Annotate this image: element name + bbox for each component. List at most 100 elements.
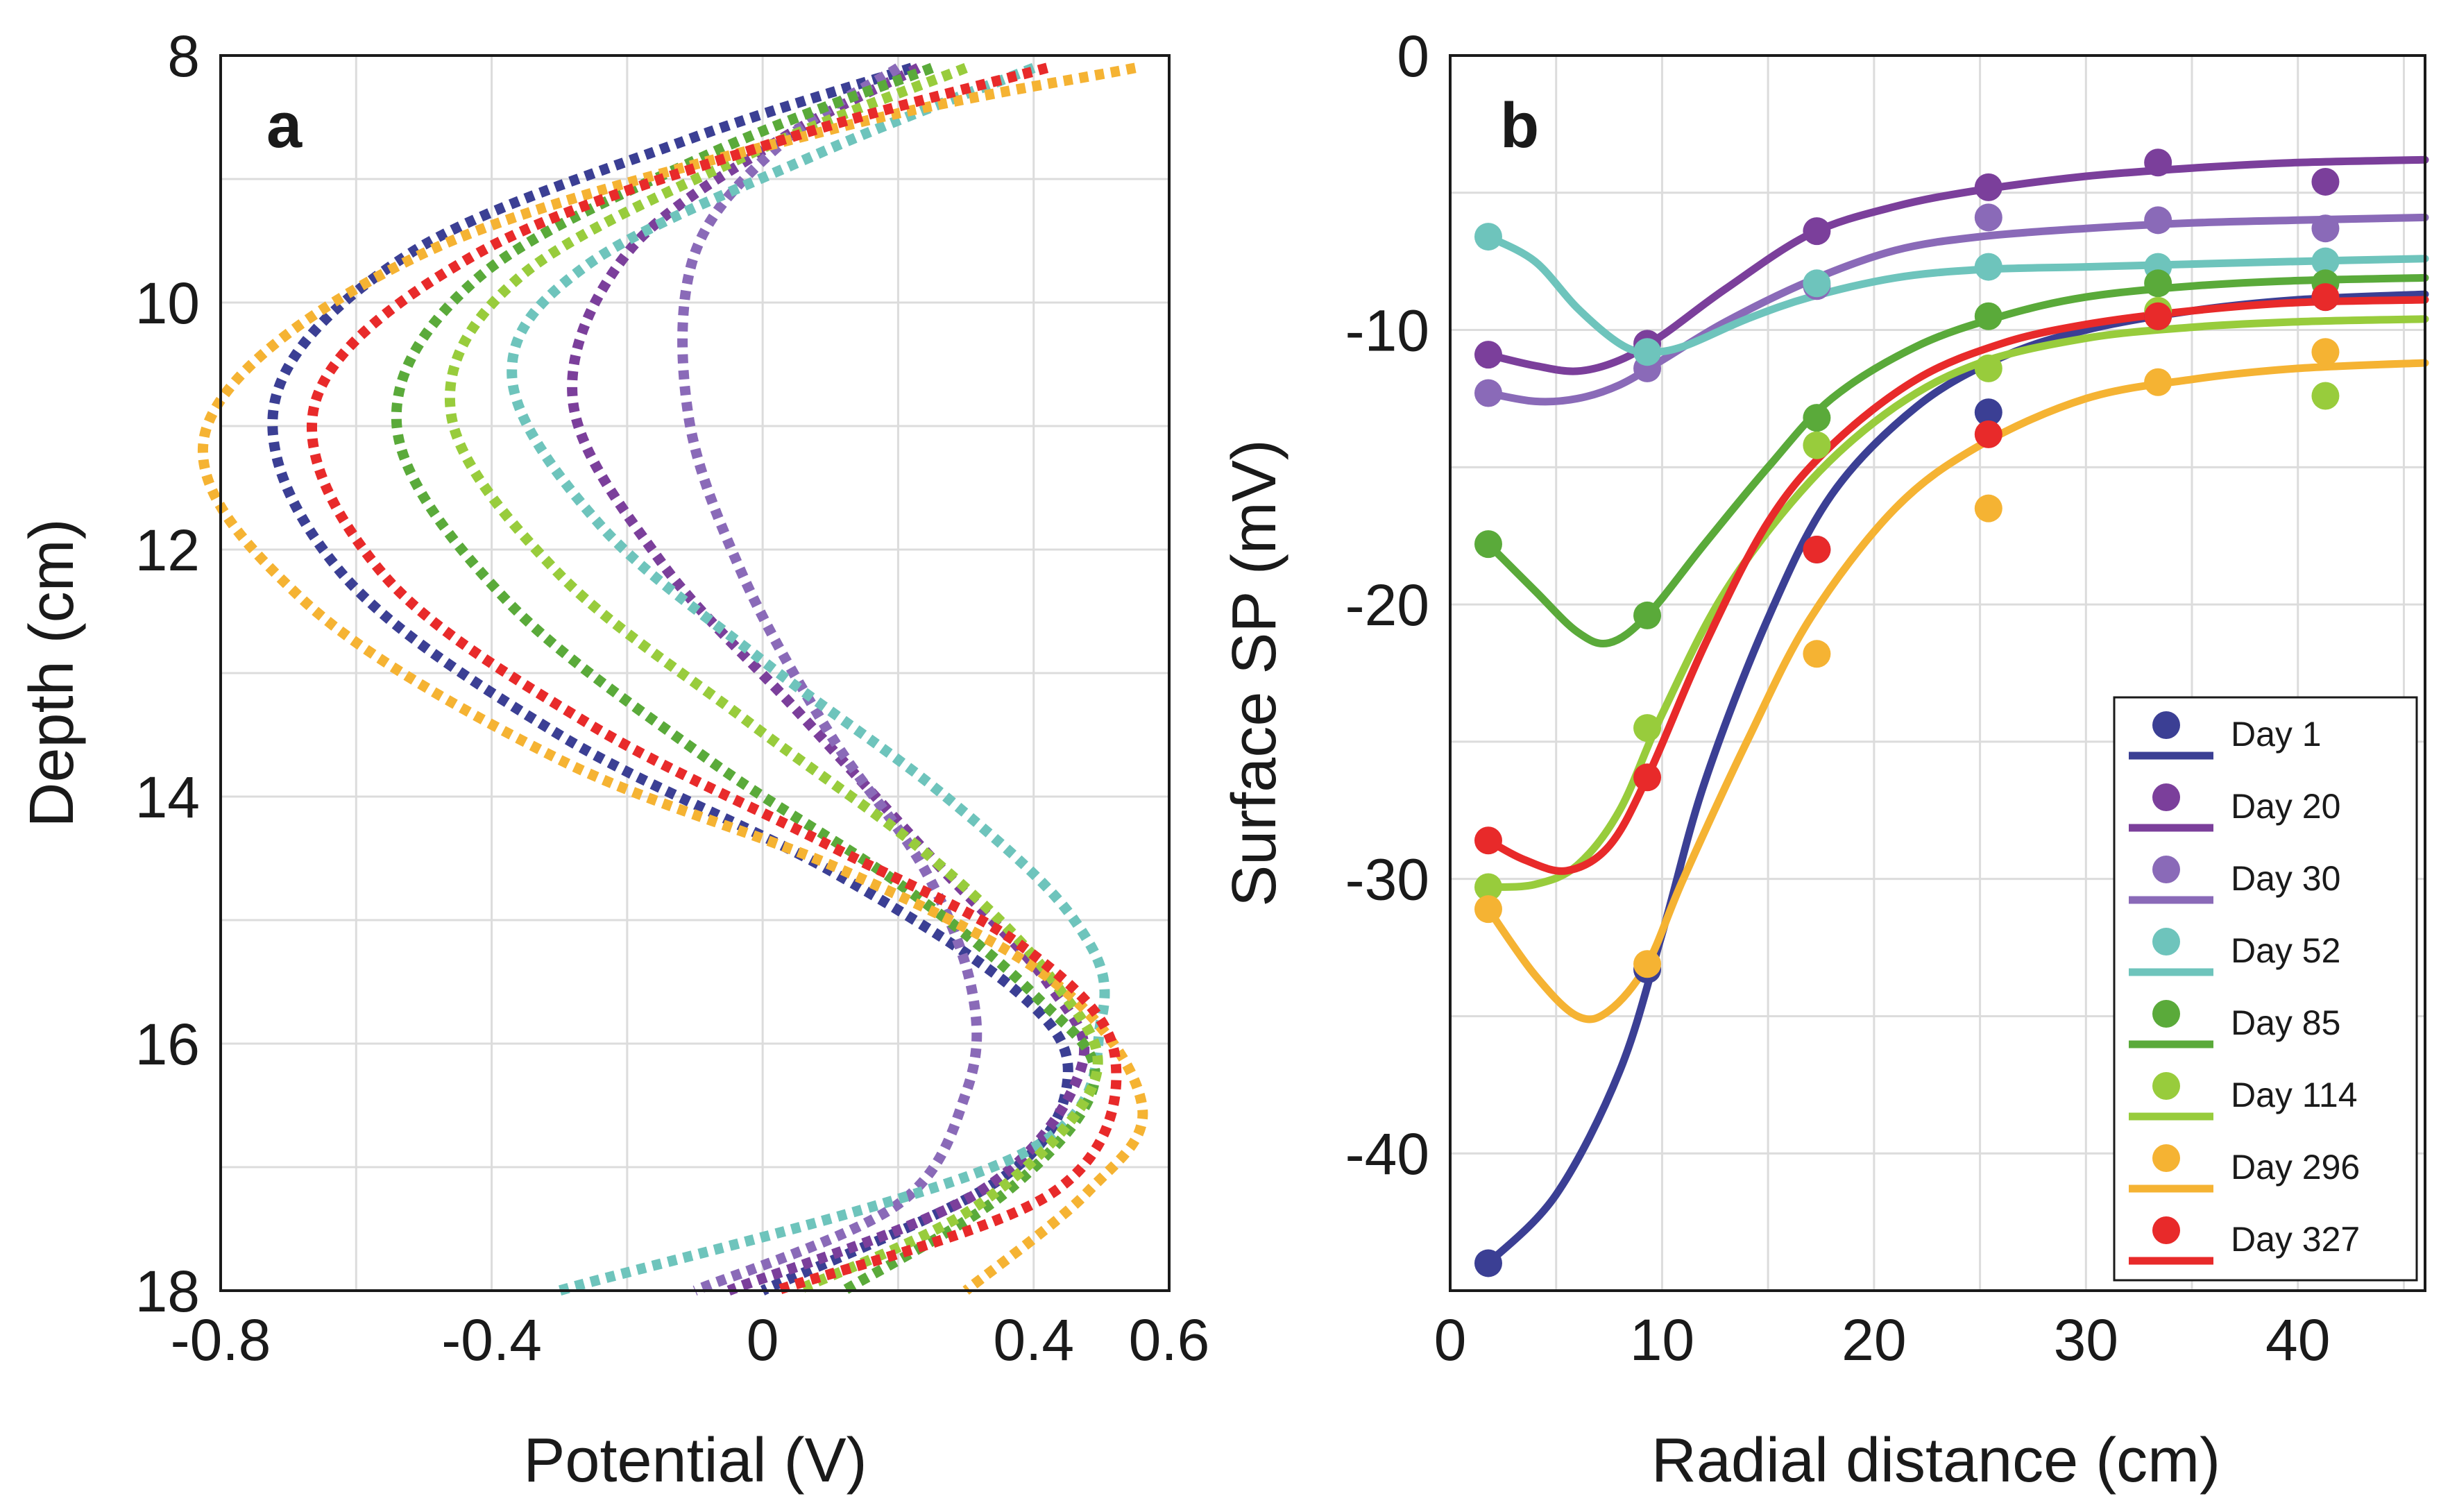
panel-b-fit-day-85 bbox=[1484, 273, 2429, 647]
panel-b-ytick-label: -20 bbox=[1345, 572, 1429, 638]
legend: Day 1 Day 20 Day 30 Day 52 Day 85 Day 114 Day … bbox=[2113, 696, 2418, 1282]
panel-a-series-day-30 bbox=[677, 63, 983, 1296]
panel-b-point-day-327 bbox=[1803, 536, 1831, 563]
panel-b-point-day-20 bbox=[1474, 341, 1502, 369]
panel-a-series bbox=[198, 62, 1148, 1296]
panel-b-point-day-20 bbox=[1974, 173, 2002, 201]
panel-a-ytick-label: 14 bbox=[135, 765, 200, 830]
panel-b-point-day-296 bbox=[2144, 368, 2172, 396]
panel-a-series-day-296 bbox=[198, 62, 1148, 1295]
legend-label-day-296: Day 296 bbox=[2231, 1148, 2360, 1187]
legend-marker-day-327 bbox=[2152, 1216, 2180, 1244]
panel-a-series-day-52 bbox=[507, 62, 1110, 1296]
panel-b-ytick-label: -10 bbox=[1345, 298, 1429, 364]
panel-a-ytick-label: 16 bbox=[135, 1012, 200, 1077]
panel-b-point-day-85 bbox=[1974, 302, 2002, 330]
panel-b-point-day-85 bbox=[1803, 404, 1831, 432]
panel-b-point-day-296 bbox=[1474, 895, 1502, 924]
panel-b-point-day-20 bbox=[2311, 167, 2340, 196]
panel-b-point-day-327 bbox=[2311, 283, 2340, 312]
panel-a-ytick-label: 18 bbox=[135, 1259, 200, 1324]
panel-a-series-day-85 bbox=[391, 62, 1100, 1296]
panel-a-xtick-label: 0.6 bbox=[1129, 1307, 1210, 1373]
panel-b-point-day-85 bbox=[1633, 601, 1662, 629]
panel-a-xtick-label: -0.8 bbox=[171, 1307, 271, 1373]
panel-a-ticks: -0.8 -0.4 0 0.4 0.6 8 10 12 14 16 18 bbox=[135, 24, 1210, 1373]
panel-b-ytick-label: -40 bbox=[1345, 1121, 1429, 1187]
panel-a-frame bbox=[219, 54, 1171, 1292]
panel-b-xtick-label: 20 bbox=[1842, 1307, 1906, 1373]
panel-b-fit-day-20 bbox=[1484, 155, 2429, 375]
panel-b-point-day-114 bbox=[1803, 431, 1831, 459]
legend-label-day-52: Day 52 bbox=[2231, 931, 2340, 970]
panel-a-series-day-20 bbox=[567, 63, 1090, 1296]
panel-b-xlabel: Radial distance (cm) bbox=[1651, 1426, 2220, 1495]
panel-b-point-day-327 bbox=[1474, 826, 1502, 855]
panel-b-point-day-30 bbox=[1974, 203, 2002, 232]
panel-b-points bbox=[1474, 148, 2340, 1277]
panel-b-point-day-30 bbox=[2144, 206, 2172, 235]
legend-marker-day-1 bbox=[2152, 711, 2180, 739]
legend-marker-day-20 bbox=[2152, 783, 2180, 811]
panel-b-fit-day-52 bbox=[1484, 232, 2429, 356]
panel-b-point-day-296 bbox=[1803, 640, 1831, 668]
panel-b-point-day-327 bbox=[1633, 763, 1662, 792]
legend-marker-day-296 bbox=[2152, 1144, 2180, 1172]
panel-b-point-day-20 bbox=[1803, 217, 1831, 246]
panel-a-series-day-327 bbox=[306, 62, 1122, 1296]
panel-b-point-day-30 bbox=[2311, 214, 2340, 243]
panel-a-xtick-label: -0.4 bbox=[441, 1307, 542, 1373]
legend-label-day-1: Day 1 bbox=[2231, 715, 2322, 754]
panel-b-point-day-114 bbox=[1633, 714, 1662, 742]
panel-b-point-day-114 bbox=[1474, 873, 1502, 901]
panel-b-point-day-85 bbox=[2144, 269, 2172, 298]
panel-b-ylabel: Surface SP (mV) bbox=[1220, 439, 1289, 907]
legend-label-day-327: Day 327 bbox=[2231, 1220, 2360, 1259]
panel-b-point-day-1 bbox=[1474, 1249, 1502, 1277]
legend-label-day-85: Day 85 bbox=[2231, 1003, 2340, 1042]
panel-a-ytick-label: 10 bbox=[135, 271, 200, 336]
panel-a-ytick-label: 12 bbox=[135, 518, 200, 583]
panel-b-point-day-327 bbox=[2144, 302, 2172, 330]
panel-a-series-day-1 bbox=[267, 62, 1073, 1296]
panel-a-xtick-label: 0 bbox=[747, 1307, 779, 1373]
panel-b-point-day-52 bbox=[1974, 253, 2002, 281]
legend-items: Day 1 Day 20 Day 30 Day 52 Day 85 Day 114 Day … bbox=[2129, 711, 2360, 1265]
panel-b-fit-day-114 bbox=[1484, 315, 2429, 891]
panel-b-point-day-52 bbox=[2311, 247, 2340, 275]
legend-label-day-30: Day 30 bbox=[2231, 859, 2340, 898]
panel-b-point-day-114 bbox=[1974, 354, 2002, 382]
panel-b-point-day-327 bbox=[1974, 420, 2002, 448]
panel-b-point-day-20 bbox=[2144, 148, 2172, 177]
panel-b-point-day-114 bbox=[2311, 382, 2340, 410]
panel-b-point-day-52 bbox=[1803, 269, 1831, 298]
panel-a-series-day-114 bbox=[444, 62, 1103, 1296]
panel-b-ticks: 0 10 20 30 40 0 -10 -20 -30 -40 bbox=[1345, 24, 2331, 1373]
panel-a-letter: a bbox=[266, 90, 303, 161]
panel-b-xtick-label: 40 bbox=[2265, 1307, 2330, 1373]
panel-b-point-day-52 bbox=[1474, 223, 1502, 251]
panel-b-point-day-85 bbox=[1474, 530, 1502, 559]
panel-b-xtick-label: 10 bbox=[1630, 1307, 1694, 1373]
panel-b-ytick-label: -30 bbox=[1345, 847, 1429, 912]
legend-marker-day-85 bbox=[2152, 1000, 2180, 1028]
panel-b-point-day-296 bbox=[1633, 950, 1662, 978]
legend-label-day-20: Day 20 bbox=[2231, 787, 2340, 826]
panel-b-xtick-label: 0 bbox=[1434, 1307, 1467, 1373]
panel-b-point-day-1 bbox=[1974, 398, 2002, 427]
legend-marker-day-114 bbox=[2152, 1072, 2180, 1100]
panel-b-frame bbox=[1449, 54, 2426, 1292]
legend-label-day-114: Day 114 bbox=[2231, 1076, 2358, 1114]
panel-b-point-day-296 bbox=[1974, 494, 2002, 523]
panel-b-point-day-296 bbox=[2311, 338, 2340, 366]
panel-a-ylabel: Depth (cm) bbox=[17, 518, 87, 827]
panel-b-fit-day-30 bbox=[1484, 213, 2429, 406]
panel-a-xlabel: Potential (V) bbox=[523, 1426, 867, 1495]
legend-marker-day-30 bbox=[2152, 856, 2180, 883]
panel-b-xtick-label: 30 bbox=[2054, 1307, 2118, 1373]
panel-a-chart: -0.8 -0.4 0 0.4 0.6 8 10 12 14 16 18 a Potential (… bbox=[17, 24, 1209, 1495]
panel-a-xtick-label: 0.4 bbox=[993, 1307, 1074, 1373]
legend-marker-day-52 bbox=[2152, 928, 2180, 955]
panel-b-fit-day-296 bbox=[1484, 359, 2429, 1023]
